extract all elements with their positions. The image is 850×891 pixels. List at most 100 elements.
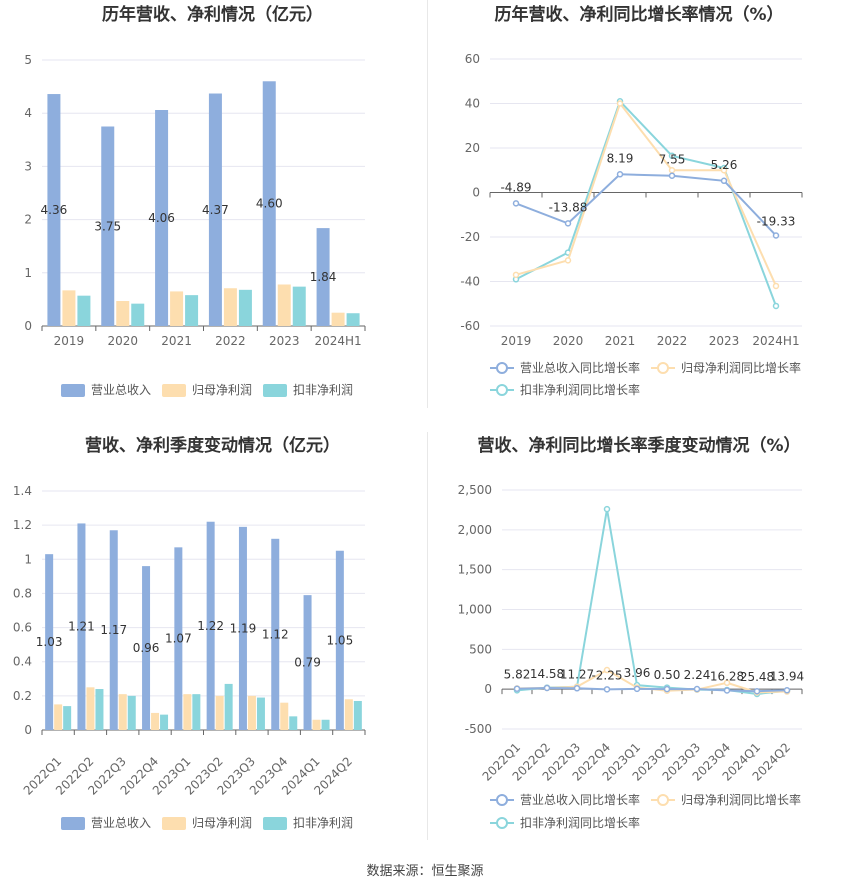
bar-net-profit xyxy=(151,712,160,730)
bar-deducted-profit xyxy=(289,716,298,730)
legend-label: 扣非净利润 xyxy=(293,383,353,397)
data-source-footer: 数据来源：恒生聚源 xyxy=(366,864,484,879)
x-tick-label: 2024H1 xyxy=(314,334,361,348)
bar-revenue xyxy=(155,110,169,327)
series-point xyxy=(603,666,611,674)
data-label: 1.05 xyxy=(326,633,353,647)
y-tick-label: 1 xyxy=(24,552,32,566)
bar-net-profit xyxy=(54,704,63,730)
y-tick-label: 4 xyxy=(24,106,32,120)
series-line xyxy=(515,173,777,237)
series-point xyxy=(668,152,676,160)
legend-label: 扣非净利润同比增长率 xyxy=(520,382,640,397)
bar-net-profit xyxy=(223,288,237,326)
bar-revenue xyxy=(271,538,280,730)
series-point xyxy=(603,686,611,693)
series-point xyxy=(573,685,581,692)
y-tick-label: 0 xyxy=(24,723,32,737)
bar-deducted-profit xyxy=(127,695,136,730)
x-tick-label: 2020 xyxy=(553,334,584,348)
data-label: 7.55 xyxy=(659,153,686,167)
bar-revenue xyxy=(109,530,118,730)
data-label: -4.89 xyxy=(500,180,531,194)
data-label: 1.03 xyxy=(36,635,63,649)
legend-item: 营业总收入 xyxy=(61,383,151,397)
series-point xyxy=(772,302,780,310)
bar-revenue xyxy=(47,94,61,326)
data-label: 1.22 xyxy=(197,619,224,633)
data-label: 4.60 xyxy=(256,197,283,211)
legend-item: 扣非净利润 xyxy=(263,816,353,830)
bar-revenue xyxy=(208,93,222,327)
data-label: 14.58 xyxy=(530,667,564,681)
bar-net-profit xyxy=(118,694,127,730)
y-tick-label: 1 xyxy=(24,266,32,280)
x-tick-label: 2024H1 xyxy=(752,334,799,348)
legend-swatch-marker xyxy=(657,794,669,806)
data-label: 0.96 xyxy=(133,641,160,655)
series-point xyxy=(720,167,728,174)
bar-revenue xyxy=(45,554,54,730)
panel-divider-top xyxy=(427,0,428,408)
bar-revenue xyxy=(142,566,151,730)
series-point xyxy=(720,177,728,185)
data-label: 2.24 xyxy=(684,668,711,682)
x-tick-label: 2019 xyxy=(501,334,532,348)
bar-revenue xyxy=(316,228,330,326)
series-point xyxy=(723,679,731,687)
legend-item: 扣非净利润同比增长率 xyxy=(490,382,640,397)
y-tick-label: -20 xyxy=(460,230,480,244)
bar-net-profit xyxy=(170,291,184,326)
y-tick-label: 0 xyxy=(472,186,480,200)
y-tick-label: -60 xyxy=(460,319,480,333)
data-label: 4.37 xyxy=(202,203,229,217)
legend-item: 营业总收入 xyxy=(61,816,151,830)
data-label: 1.21 xyxy=(68,620,95,634)
panel-divider-bottom xyxy=(427,432,428,840)
legend-swatch xyxy=(162,817,186,830)
annual-values-chart: 历年营收、净利情况（亿元） 0 1 2 3 4 5 2019 2020 2021 2022 2023 2… xyxy=(24,4,366,397)
y-tick-label: 1,000 xyxy=(458,603,492,617)
y-tick-label: 0.6 xyxy=(13,621,32,635)
y-tick-label: 60 xyxy=(465,52,480,66)
series-point xyxy=(723,687,731,694)
legend-swatch xyxy=(61,817,85,830)
bar-deducted-profit xyxy=(95,689,104,730)
x-tick-label: 2022 xyxy=(215,334,246,348)
data-label: 4.06 xyxy=(148,211,175,225)
legend-swatch xyxy=(263,384,287,397)
data-label: 1.84 xyxy=(310,270,337,284)
legend-item: 扣非净利润同比增长率 xyxy=(490,815,640,830)
bar-revenue xyxy=(238,526,247,730)
bar-net-profit xyxy=(86,687,95,730)
bar-net-profit xyxy=(215,695,224,730)
y-tick-label: 3 xyxy=(24,159,32,173)
series-point xyxy=(564,257,572,264)
legend-label: 营业总收入 xyxy=(91,383,151,397)
y-tick-label: 1.2 xyxy=(13,518,32,532)
legend-item: 归母净利润 xyxy=(162,383,252,397)
bar-deducted-profit xyxy=(353,700,362,730)
chart-title: 历年营收、净利同比增长率情况（%） xyxy=(494,4,783,25)
legend-item: 归母净利润同比增长率 xyxy=(651,792,801,807)
y-tick-label: 2,500 xyxy=(458,483,492,497)
x-tick-label: 2021 xyxy=(161,334,192,348)
data-label: 11.27 xyxy=(560,667,594,681)
x-tick-label: 2021 xyxy=(605,334,636,348)
bar-deducted-profit xyxy=(160,714,169,730)
series-point xyxy=(633,685,641,693)
y-tick-label: 40 xyxy=(465,97,480,111)
x-tick-label: 2020 xyxy=(107,334,138,348)
data-label: -19.33 xyxy=(757,215,796,229)
series-point xyxy=(616,171,624,178)
chart-title: 营收、净利同比增长率季度变动情况（%） xyxy=(477,435,800,456)
bar-net-profit xyxy=(62,290,76,326)
data-label: 5.26 xyxy=(711,158,738,172)
legend-label: 营业总收入 xyxy=(91,816,151,830)
legend-label: 扣非净利润 xyxy=(293,816,353,830)
data-label: 5.82 xyxy=(504,668,531,682)
y-tick-label: 20 xyxy=(465,141,480,155)
bar-deducted-profit xyxy=(185,295,199,326)
legend-swatch-marker xyxy=(496,817,508,829)
series-point xyxy=(513,685,521,692)
